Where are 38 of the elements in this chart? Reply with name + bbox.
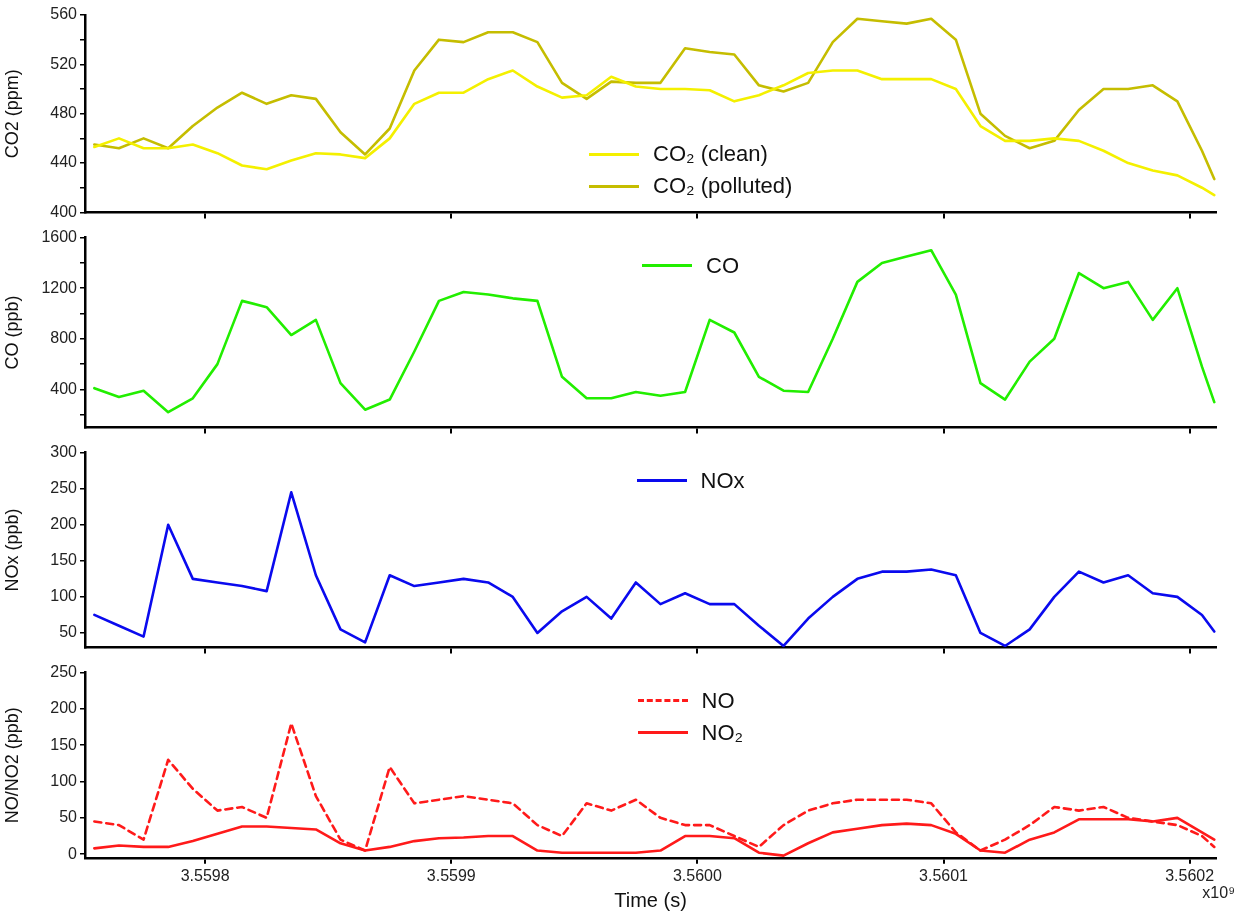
- y-axis-title: CO (ppb): [1, 295, 22, 370]
- text: x10⁹: [1202, 884, 1235, 902]
- y-tick-label: 150: [50, 551, 78, 569]
- y-tick-label: 50: [59, 808, 78, 826]
- y-tick-label: 250: [50, 663, 78, 681]
- y-tick-label: 150: [50, 735, 78, 753]
- y-tick-label: 480: [50, 104, 78, 122]
- legend-label: NO₂: [701, 718, 744, 747]
- y-tick-label: 800: [50, 329, 78, 347]
- y-tick-label: 100: [50, 587, 78, 605]
- legend-label: NO: [701, 686, 735, 715]
- y-tick-label: 200: [50, 515, 78, 533]
- x-tick-label: 3.5599: [426, 866, 476, 884]
- y-axis-title: NOx (ppb): [1, 508, 22, 592]
- y-tick-label: 100: [50, 771, 78, 789]
- y-tick-label: 300: [50, 443, 78, 461]
- x-tick-label: 3.5600: [672, 866, 722, 884]
- y-tick-label: 400: [50, 202, 78, 220]
- y-axis-title: NO/NO2 (ppb): [1, 707, 22, 824]
- x-axis-title: Time (s): [614, 888, 687, 911]
- y-tick-label: 1600: [41, 228, 78, 246]
- y-tick-label: 200: [50, 699, 78, 717]
- y-tick-label: 400: [50, 379, 78, 397]
- legend-label: CO₂ (clean): [653, 140, 768, 169]
- y-tick-label: 0: [68, 844, 78, 862]
- y-tick-label: 1200: [41, 278, 78, 296]
- y-tick-label: 50: [59, 623, 78, 641]
- y-tick-label: 250: [50, 479, 78, 497]
- x-tick-label: 3.5598: [180, 866, 230, 884]
- y-axis-title: CO2 (ppm): [1, 69, 22, 159]
- y-tick-label: 560: [50, 5, 78, 23]
- legend-label: NOx: [700, 466, 745, 495]
- x-tick-label: 3.5601: [919, 866, 969, 884]
- legend-label: CO: [706, 251, 739, 280]
- y-tick-label: 520: [50, 54, 78, 72]
- y-tick-label: 440: [50, 153, 78, 171]
- x-tick-label: 3.5602: [1165, 866, 1215, 884]
- legend-label: CO₂ (polluted): [653, 172, 793, 201]
